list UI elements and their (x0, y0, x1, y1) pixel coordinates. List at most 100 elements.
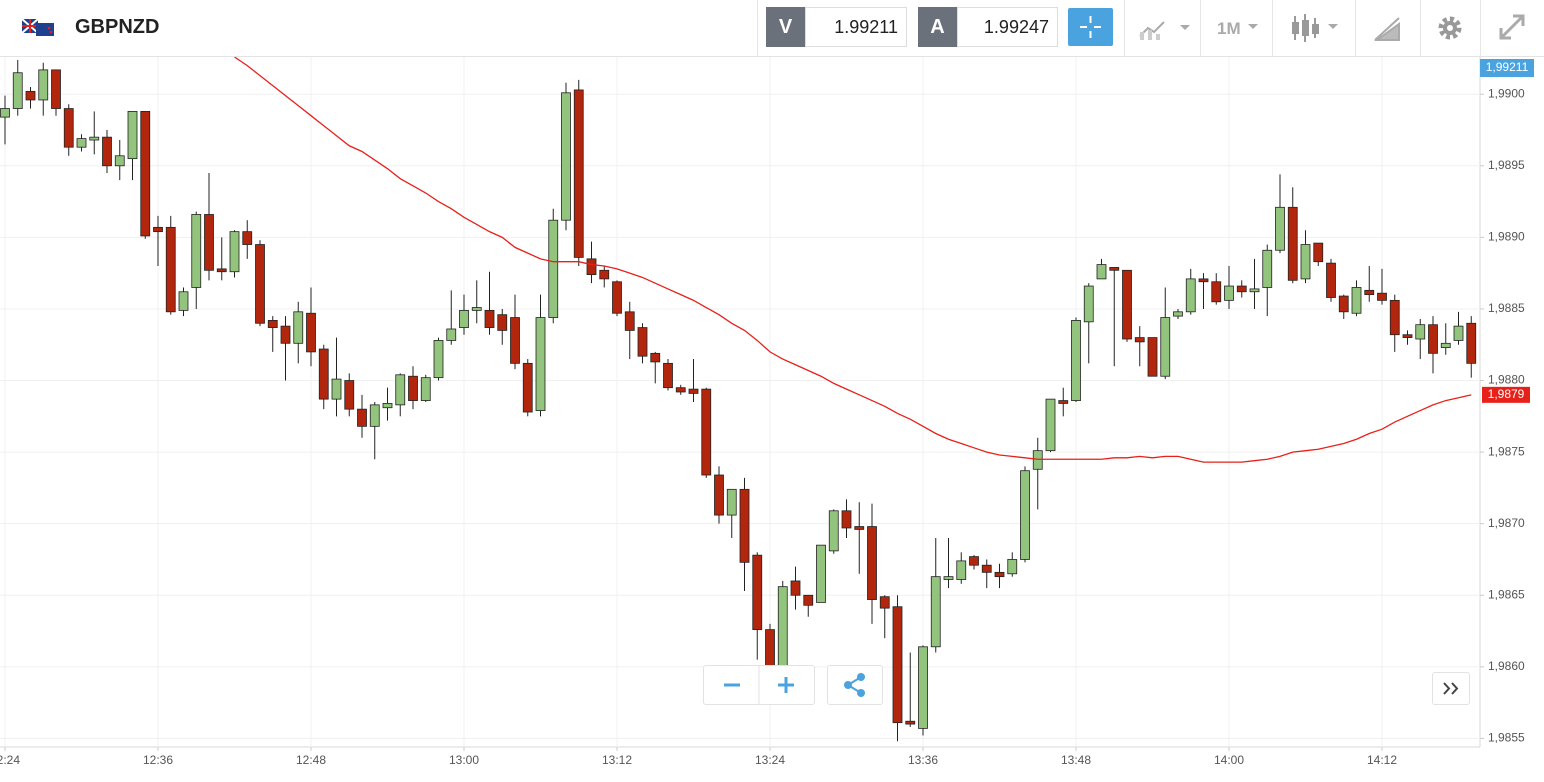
candle-body (1173, 311, 1183, 317)
grid (0, 57, 1480, 747)
timeframe-caret (1248, 24, 1258, 29)
candle-body (994, 571, 1005, 578)
candle-body (1236, 285, 1247, 293)
candle-body (446, 328, 457, 341)
candle-body (688, 388, 699, 394)
plot (0, 57, 1477, 742)
candle-body (114, 155, 125, 167)
flag-icon (22, 19, 54, 36)
candle-body (357, 408, 367, 427)
fullscreen-button[interactable] (1497, 12, 1527, 42)
candle-body (1020, 470, 1030, 560)
y-tick-label: 1,9900 (1488, 86, 1525, 100)
x-tick-label: 12:36 (143, 753, 173, 767)
candle-body (828, 510, 839, 552)
candle-body (127, 110, 138, 160)
candle-body (892, 606, 903, 724)
x-tick-label: 13:24 (755, 753, 785, 767)
settings-button[interactable] (1436, 14, 1464, 42)
candle-body (548, 219, 559, 318)
candle-body (178, 291, 189, 311)
candle-body (854, 526, 865, 530)
y-tick-label: 1,9855 (1488, 731, 1525, 745)
candle-body (561, 92, 571, 221)
candle-body (0, 108, 10, 118)
candle-body (153, 226, 163, 233)
candle-body (790, 580, 801, 596)
bid-label: V (766, 7, 805, 47)
candle-body (701, 388, 712, 476)
candle-body (1083, 285, 1094, 323)
candle-body (216, 268, 227, 273)
candle-body (229, 231, 240, 273)
candle-body (1440, 342, 1451, 349)
symbol: GBPNZD (75, 16, 160, 38)
candle-body (612, 281, 622, 314)
share-button[interactable] (827, 665, 883, 705)
moving-average-line (234, 57, 1472, 463)
candle-body (1338, 295, 1349, 313)
crosshair-button[interactable] (1068, 8, 1113, 46)
candle-body (165, 226, 176, 313)
candle-body (12, 72, 23, 109)
candle-body (318, 348, 329, 400)
candle-body (956, 560, 967, 580)
candle-body (1377, 292, 1387, 301)
candle-body (918, 646, 928, 729)
candle-body (1122, 269, 1132, 340)
candle-body (255, 244, 265, 324)
candle-body (1389, 299, 1400, 336)
candle-style-button[interactable] (1290, 12, 1346, 44)
candle-body (140, 110, 151, 237)
candle-body (522, 362, 533, 413)
candle-body (1287, 206, 1298, 281)
chart-type-button[interactable] (1138, 14, 1194, 42)
candle-body (1402, 334, 1413, 338)
timeframe[interactable]: 1M (1217, 19, 1241, 38)
candle-body (1364, 289, 1375, 296)
y-tick-label: 1,9865 (1488, 587, 1525, 601)
candle-body (1160, 317, 1171, 377)
candle-body (816, 544, 826, 603)
y-tick-label: 1,9860 (1488, 659, 1525, 673)
candle-body (510, 317, 520, 364)
candle-body (1071, 320, 1081, 401)
candle-body (981, 564, 992, 573)
candle-body (63, 108, 74, 148)
x-tick-label: 12:48 (296, 753, 326, 767)
ma-price-tag-label: 1,9879 (1488, 387, 1525, 401)
candle-body (433, 340, 444, 379)
y-tick-label: 1,9885 (1488, 301, 1525, 315)
candle-body (1007, 559, 1018, 575)
scroll-right-button[interactable] (1432, 672, 1470, 705)
candle-body (637, 327, 648, 357)
candle-body (777, 586, 788, 672)
candle-body (1275, 206, 1285, 251)
ask-price[interactable]: 1.99247 (957, 7, 1058, 47)
candle-body (650, 352, 661, 363)
zoom-in-button[interactable] (778, 677, 794, 693)
candle-body (369, 404, 380, 427)
candle-body (395, 374, 406, 406)
candle-body (331, 378, 342, 400)
x-tick-label: 14:12 (1367, 753, 1397, 767)
candle-body (51, 69, 61, 109)
candle-body (714, 474, 724, 516)
x-tick-label: 13:48 (1061, 753, 1091, 767)
candle-body (293, 311, 304, 344)
candle-body (25, 90, 36, 101)
candle-body (867, 526, 877, 600)
bid-price[interactable]: 1.99211 (805, 7, 907, 47)
candle-body (89, 136, 100, 141)
x-tick-label: 13:12 (602, 753, 632, 767)
candle-body (726, 488, 737, 516)
candle-body (497, 314, 508, 331)
candle-body (1262, 249, 1273, 288)
x-tick-label: 14:00 (1214, 753, 1244, 767)
candle-body (803, 594, 814, 606)
drawing-button[interactable] (1373, 14, 1403, 42)
candle-body (624, 311, 635, 331)
candle-body (905, 720, 916, 725)
y-tick-label: 1,9880 (1488, 373, 1525, 387)
